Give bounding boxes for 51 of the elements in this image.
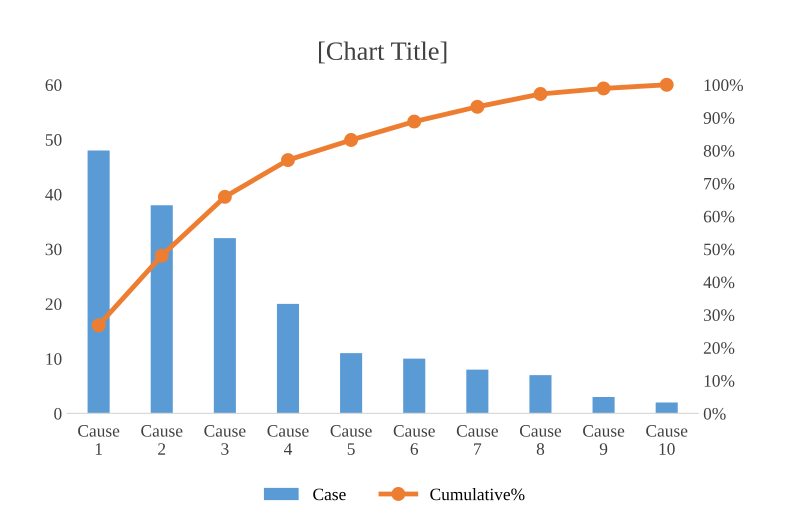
y2-tick-label: 20%	[704, 342, 734, 354]
y-tick-label: 60	[46, 79, 62, 91]
y2-tick-label: 70%	[704, 178, 734, 190]
y2-tick-label: 0%	[704, 408, 726, 420]
y2-tick-label: 40%	[703, 276, 734, 288]
x-tick-label: Cause 1	[78, 425, 120, 455]
y-tick-label: 30	[46, 244, 62, 256]
point	[344, 133, 358, 147]
bar	[592, 396, 615, 414]
bar	[150, 205, 173, 414]
point	[534, 87, 548, 101]
y2-tick-label: 10%	[704, 375, 734, 387]
y-tick-label: 10	[46, 353, 62, 365]
point	[281, 153, 295, 167]
x-tick-label: Cause 5	[330, 425, 372, 455]
bar	[340, 353, 362, 414]
x-tick-label: Cause 4	[267, 425, 309, 455]
x-tick-label: Cause 7	[456, 425, 498, 455]
y-tick-label: 40	[45, 188, 62, 201]
bar	[276, 304, 300, 414]
x-tick-label: Cause 2	[141, 425, 182, 455]
y-tick-label: 20	[46, 298, 62, 310]
point	[154, 248, 169, 263]
bar	[214, 238, 236, 414]
bar	[403, 358, 426, 414]
bar	[656, 402, 678, 414]
y2-tick-label: 60%	[704, 210, 734, 222]
legend-label: Case	[313, 488, 346, 500]
point	[218, 190, 232, 204]
legend-label: Cumulative%	[430, 488, 524, 500]
x-tick-label: Cause 9	[583, 425, 624, 455]
chart-title: [Chart Title]	[319, 41, 446, 64]
point	[470, 100, 484, 114]
point	[660, 78, 674, 92]
y2-tick-label: 90%	[704, 112, 734, 124]
point	[92, 318, 106, 332]
y-tick-label: 50	[46, 134, 62, 146]
y2-tick-label: 30%	[704, 309, 734, 322]
y2-tick-label: 100%	[704, 79, 744, 92]
bar	[529, 375, 552, 414]
x-tick-label: Cause 3	[204, 425, 246, 455]
y2-tick-label: 50%	[704, 244, 734, 256]
y-tick-label: 0	[54, 408, 62, 420]
point	[407, 114, 422, 129]
point	[596, 81, 611, 96]
x-tick-label: Cause 6	[394, 425, 435, 455]
x-tick-label: Cause 8	[520, 425, 562, 455]
x-tick-label: Cause 10	[646, 425, 688, 455]
bar	[466, 370, 488, 414]
bar	[88, 150, 110, 414]
y2-tick-label: 80%	[704, 145, 734, 157]
